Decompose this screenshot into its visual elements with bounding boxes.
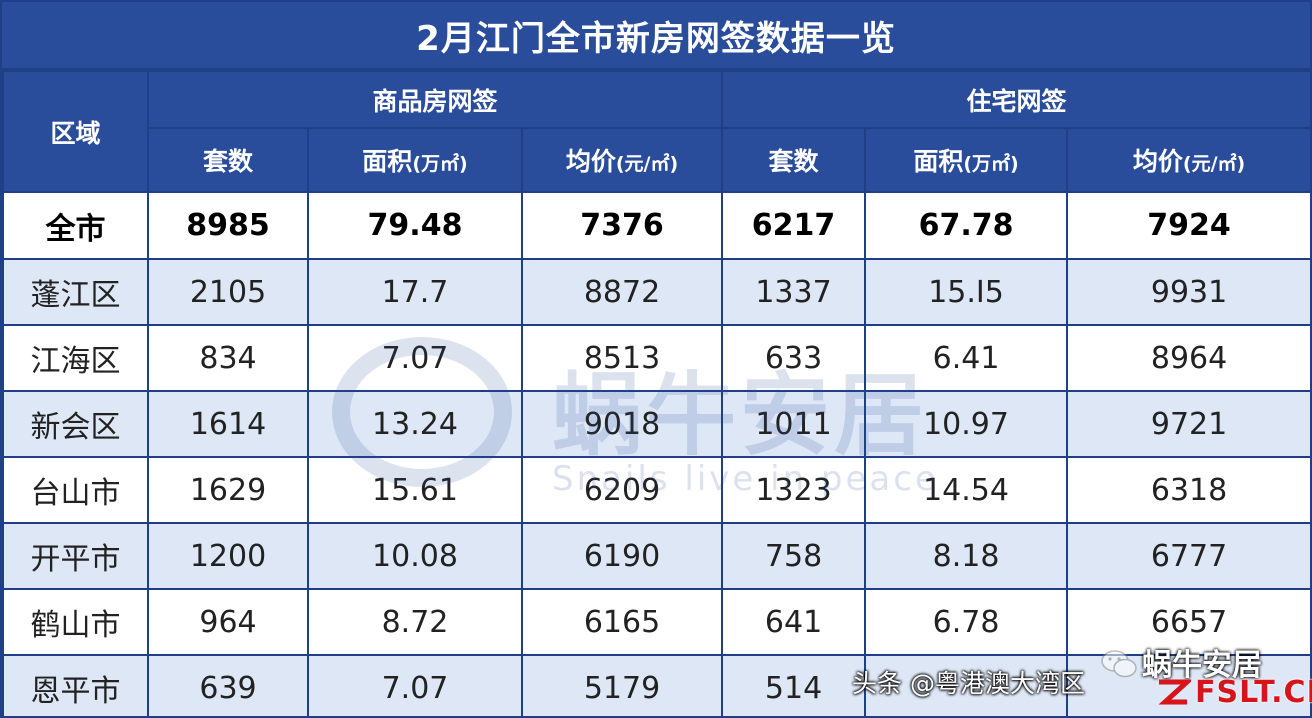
cell-region: 蓬江区 xyxy=(2,258,149,326)
cell-commercial-area: 8.72 xyxy=(307,588,523,656)
table-row: 蓬江区 2105 17.7 8872 1337 15.I5 9931 xyxy=(2,258,1310,326)
header-group-residential: 住宅网签 xyxy=(721,70,1310,129)
cell-residential-price: 6777 xyxy=(1066,522,1310,590)
header-commercial-area: 面积(万㎡) xyxy=(307,127,523,193)
cell-residential-units: 6217 xyxy=(721,191,867,260)
table-row-total: 全市 8985 79.48 7376 6217 67.78 7924 xyxy=(2,191,1310,260)
header-residential-units: 套数 xyxy=(721,127,867,193)
cell-residential-units: 1337 xyxy=(721,258,867,326)
cell-residential-price: 6657 xyxy=(1066,588,1310,656)
table-row: 恩平市 639 7.07 5179 514 xyxy=(2,654,1310,716)
cell-region: 新会区 xyxy=(2,390,149,458)
wechat-icon xyxy=(1101,650,1137,678)
cell-residential-price: 8964 xyxy=(1066,324,1310,392)
cell-commercial-area: 15.61 xyxy=(307,456,523,524)
source-credit: 头条 @粤港澳大湾区 xyxy=(852,669,1085,698)
cell-residential-units: 514 xyxy=(721,654,867,716)
cell-residential-units: 758 xyxy=(721,522,867,590)
header-residential-price: 均价(元/㎡) xyxy=(1066,127,1310,193)
cell-commercial-units: 8985 xyxy=(147,191,309,260)
header-commercial-price: 均价(元/㎡) xyxy=(520,127,724,193)
cell-residential-units: 1323 xyxy=(721,456,867,524)
cell-commercial-area: 79.48 xyxy=(307,191,523,260)
cell-commercial-price: 9018 xyxy=(520,390,724,458)
cell-residential-area xyxy=(864,654,1069,716)
table-row: 新会区 1614 13.24 9018 1011 10.97 9721 xyxy=(2,390,1310,458)
table-row: 台山市 1629 15.61 6209 1323 14.54 6318 xyxy=(2,456,1310,524)
cell-residential-price: 6318 xyxy=(1066,456,1310,524)
cell-residential-units: 633 xyxy=(721,324,867,392)
cell-commercial-price: 6190 xyxy=(520,522,724,590)
cell-residential-units: 641 xyxy=(721,588,867,656)
cell-commercial-units: 2105 xyxy=(147,258,309,326)
cell-residential-area: 10.97 xyxy=(864,390,1069,458)
cell-residential-area: 67.78 xyxy=(864,191,1069,260)
table-row: 江海区 834 7.07 8513 633 6.41 8964 xyxy=(2,324,1310,392)
site-logo: FSLT.CN xyxy=(1155,672,1312,712)
cell-commercial-area: 7.07 xyxy=(307,654,523,716)
cell-commercial-units: 1629 xyxy=(147,456,309,524)
brand-name: 蜗牛安居 xyxy=(1142,648,1262,683)
cell-commercial-price: 7376 xyxy=(520,191,724,260)
cell-commercial-area: 10.08 xyxy=(307,522,523,590)
cell-residential-price: 9931 xyxy=(1066,258,1310,326)
page-title: 2月江门全市新房网签数据一览 xyxy=(2,2,1310,70)
cell-residential-price: 9721 xyxy=(1066,390,1310,458)
cell-residential-area: 8.18 xyxy=(864,522,1069,590)
cell-commercial-units: 964 xyxy=(147,588,309,656)
site-logo-mark-icon xyxy=(1158,679,1191,705)
data-table: 区域 商品房网签 住宅网签 套数 面积(万㎡) 均价(元/㎡) 套数 面积(万㎡… xyxy=(2,70,1310,716)
cell-commercial-units: 1200 xyxy=(147,522,309,590)
cell-commercial-price: 8513 xyxy=(520,324,724,392)
cell-region: 开平市 xyxy=(2,522,149,590)
cell-commercial-area: 13.24 xyxy=(307,390,523,458)
cell-commercial-units: 834 xyxy=(147,324,309,392)
cell-commercial-units: 639 xyxy=(147,654,309,716)
cell-residential-price: 7924 xyxy=(1066,191,1310,260)
site-name: FSLT.CN xyxy=(1195,674,1312,710)
cell-commercial-area: 17.7 xyxy=(307,258,523,326)
cell-residential-area: 6.41 xyxy=(864,324,1069,392)
cell-commercial-price: 8872 xyxy=(520,258,724,326)
cell-region: 恩平市 xyxy=(2,654,149,716)
header-commercial-units: 套数 xyxy=(147,127,309,193)
cell-commercial-units: 1614 xyxy=(147,390,309,458)
cell-residential-units: 1011 xyxy=(721,390,867,458)
cell-commercial-price: 6209 xyxy=(520,456,724,524)
header-region: 区域 xyxy=(2,70,149,193)
cell-residential-area: 14.54 xyxy=(864,456,1069,524)
table-row: 开平市 1200 10.08 6190 758 8.18 6777 xyxy=(2,522,1310,590)
cell-residential-area: 6.78 xyxy=(864,588,1069,656)
cell-region: 台山市 xyxy=(2,456,149,524)
cell-commercial-price: 6165 xyxy=(520,588,724,656)
header-group-commercial: 商品房网签 xyxy=(146,70,724,129)
table-row: 鹤山市 964 8.72 6165 641 6.78 6657 xyxy=(2,588,1310,656)
header-residential-area: 面积(万㎡) xyxy=(864,127,1069,193)
cell-region: 鹤山市 xyxy=(2,588,149,656)
cell-commercial-area: 7.07 xyxy=(307,324,523,392)
cell-region: 江海区 xyxy=(2,324,149,392)
cell-residential-area: 15.I5 xyxy=(864,258,1069,326)
cell-region: 全市 xyxy=(2,191,149,260)
cell-commercial-price: 5179 xyxy=(520,654,724,716)
